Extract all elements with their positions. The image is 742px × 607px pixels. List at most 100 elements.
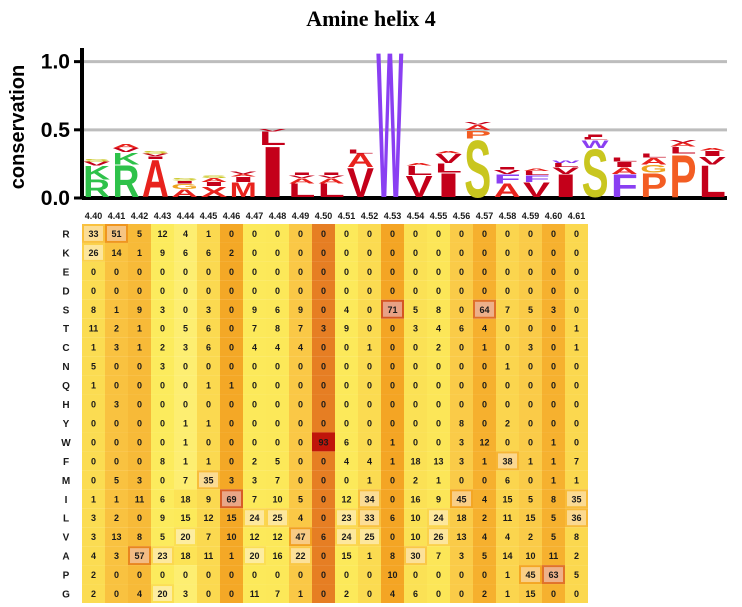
heatmap-cell-S-4.55 bbox=[427, 299, 450, 319]
cell-value: 0 bbox=[574, 437, 579, 447]
logo-letter-glyph: V bbox=[83, 161, 110, 167]
cell-value: 1 bbox=[229, 551, 234, 561]
cell-value: 0 bbox=[551, 343, 556, 353]
logo-letter-glyph: P bbox=[640, 166, 667, 204]
cell-value: 0 bbox=[459, 229, 464, 239]
cell-value: 0 bbox=[275, 437, 280, 447]
cell-value: 0 bbox=[528, 324, 533, 334]
logo-letter-glyph: S bbox=[464, 124, 491, 206]
heatmap-cell-I-4.41 bbox=[105, 489, 128, 509]
cell-value: 0 bbox=[367, 418, 372, 428]
cell-value: 0 bbox=[459, 343, 464, 353]
heatmap-cell-F-4.48 bbox=[266, 451, 289, 471]
cell-value: 16 bbox=[410, 494, 420, 504]
cell-value: 33 bbox=[88, 229, 98, 239]
cell-value: 0 bbox=[321, 494, 326, 504]
cell-value: 0 bbox=[321, 248, 326, 258]
cell-value: 12 bbox=[157, 229, 167, 239]
cell-value: 2 bbox=[413, 475, 418, 485]
heatmap-cell-Y-4.55 bbox=[427, 413, 450, 433]
heatmap-cell-S-4.53 bbox=[381, 299, 404, 319]
heatmap-cell-N-4.47 bbox=[243, 356, 266, 376]
cell-value: 0 bbox=[183, 267, 188, 277]
cell-value: 0 bbox=[436, 229, 441, 239]
logo-letter-glyph: S bbox=[142, 150, 169, 154]
heatmap-cell-W-4.42 bbox=[128, 432, 151, 452]
cell-value: 1 bbox=[505, 589, 510, 599]
logo-letter-glyph: X bbox=[200, 183, 227, 200]
cell-value: 2 bbox=[528, 532, 533, 542]
heatmap-cell-V-4.58 bbox=[496, 527, 519, 547]
cell-value: 3 bbox=[114, 400, 119, 410]
cell-value: 0 bbox=[482, 286, 487, 296]
heatmap-cell-M-4.42 bbox=[128, 470, 151, 490]
cell-value: 0 bbox=[114, 286, 119, 296]
heatmap-cell-R-4.49 bbox=[289, 224, 312, 243]
cell-value: 0 bbox=[344, 267, 349, 277]
logo-letter-4.59-3: L bbox=[640, 152, 667, 158]
cell-value: 0 bbox=[413, 400, 418, 410]
logo-letter-glyph: W bbox=[552, 159, 579, 163]
cell-value: 5 bbox=[551, 513, 556, 523]
cell-value: 5 bbox=[160, 532, 165, 542]
heatmap-cell-I-4.45 bbox=[197, 489, 220, 509]
heatmap-cell-E-4.53 bbox=[381, 261, 404, 281]
cell-value: 0 bbox=[137, 570, 142, 580]
cell-value: 0 bbox=[206, 437, 211, 447]
heatmap-cell-D-4.57 bbox=[473, 280, 496, 300]
heatmap-cell-S-4.43 bbox=[151, 299, 174, 319]
heatmap-cell-D-4.59 bbox=[519, 280, 542, 300]
heatmap-cell-C-4.53 bbox=[381, 337, 404, 357]
heatmap-cell-S-4.58 bbox=[496, 299, 519, 319]
cell-value: 0 bbox=[482, 381, 487, 391]
cell-highlight bbox=[360, 510, 379, 526]
heatmap-cell-E-4.48 bbox=[266, 261, 289, 281]
heatmap-cell-V-4.43 bbox=[151, 527, 174, 547]
cell-value: 18 bbox=[410, 456, 420, 466]
logo-letter-4.54-2: V bbox=[494, 169, 521, 175]
heatmap-cell-W-4.47 bbox=[243, 432, 266, 452]
cell-value: 0 bbox=[275, 229, 280, 239]
heatmap-cell-C-4.50 bbox=[312, 337, 335, 357]
cell-value: 71 bbox=[387, 305, 397, 315]
cell-value: 0 bbox=[482, 362, 487, 372]
cell-highlight bbox=[498, 453, 517, 469]
heatmap-cell-C-4.51 bbox=[335, 337, 358, 357]
heatmap-cell-F-4.44 bbox=[174, 451, 197, 471]
heatmap-cell-D-4.58 bbox=[496, 280, 519, 300]
logo-letter-4.48-3: I bbox=[318, 172, 345, 176]
logo-letter-glyph: W bbox=[582, 138, 609, 151]
heatmap-cell-R-4.60 bbox=[542, 224, 565, 243]
cell-value: 0 bbox=[574, 362, 579, 372]
cell-value: 5 bbox=[183, 324, 188, 334]
heatmap-cell-H-4.40 bbox=[82, 394, 105, 414]
heatmap-cell-G-4.53 bbox=[381, 584, 404, 603]
heatmap-cell-M-4.41 bbox=[105, 470, 128, 490]
cell-value: 0 bbox=[114, 437, 119, 447]
heatmap-cell-Q-4.60 bbox=[542, 375, 565, 395]
heatmap-cell-I-4.51 bbox=[335, 489, 358, 509]
cell-value: 0 bbox=[114, 456, 119, 466]
column-header-4.48: 4.48 bbox=[269, 211, 287, 221]
cell-value: 1 bbox=[91, 494, 96, 504]
heatmap-cell-G-4.59 bbox=[519, 584, 542, 603]
logo-letter-4.59-1: G bbox=[640, 162, 667, 175]
heatmap-cell-Y-4.45 bbox=[197, 413, 220, 433]
heatmap-cell-P-4.53 bbox=[381, 565, 404, 585]
y-tick-label: 0.0 bbox=[41, 187, 70, 206]
logo-letter-glyph: A bbox=[523, 168, 550, 172]
cell-highlight bbox=[452, 491, 471, 507]
heatmap-cell-F-4.49 bbox=[289, 451, 312, 471]
heatmap-cell-K-4.51 bbox=[335, 242, 358, 262]
heatmap-cell-V-4.53 bbox=[381, 527, 404, 547]
cell-value: 20 bbox=[157, 589, 167, 599]
cell-value: 0 bbox=[528, 248, 533, 258]
cell-value: 0 bbox=[551, 381, 556, 391]
heatmap-cell-V-4.50 bbox=[312, 527, 335, 547]
heatmap-cell-W-4.58 bbox=[496, 432, 519, 452]
logo-letter-glyph: A bbox=[699, 147, 726, 151]
cell-value: 0 bbox=[413, 381, 418, 391]
cell-value: 0 bbox=[252, 362, 257, 372]
cell-value: 0 bbox=[551, 362, 556, 372]
heatmap-cell-D-4.60 bbox=[542, 280, 565, 300]
